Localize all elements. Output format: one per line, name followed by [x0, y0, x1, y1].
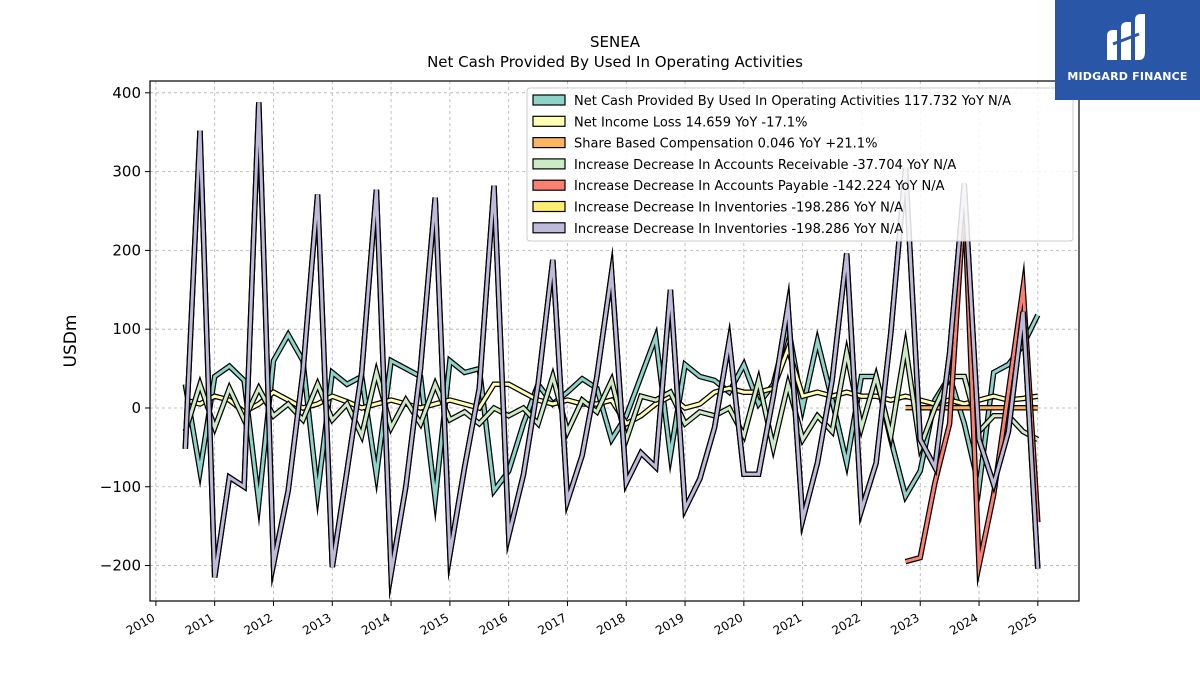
legend-swatch — [532, 222, 566, 234]
series-line-7 — [182, 102, 1041, 601]
plot-frame — [149, 80, 1080, 602]
brand-name: MIDGARD FINANCE — [1067, 70, 1188, 83]
legend: Net Cash Provided By Used In Operating A… — [526, 87, 1074, 242]
legend-swatch — [532, 179, 566, 191]
legend-item: Increase Decrease In Inventories -198.28… — [532, 200, 903, 216]
legend-label: Share Based Compensation 0.046 YoY +21.1… — [574, 137, 877, 152]
legend-item: Increase Decrease In Accounts Payable -1… — [532, 179, 945, 194]
legend-swatch — [532, 137, 566, 149]
series-line-5 — [904, 199, 1041, 588]
legend-swatch — [532, 115, 566, 127]
legend-box — [526, 87, 1074, 242]
y-tick-label: 200 — [112, 241, 141, 259]
series-group — [182, 102, 1041, 601]
legend-item: Increase Decrease In Accounts Receivable… — [532, 158, 956, 173]
legend-label: Net Income Loss 14.659 YoY -17.1% — [574, 115, 807, 130]
legend-swatch — [532, 94, 566, 106]
y-tick-label: 0 — [131, 399, 141, 417]
y-tick-label: −100 — [100, 478, 141, 496]
y-axis-label: USDm — [61, 315, 81, 368]
legend-item: Increase Decrease In Inventories -198.28… — [532, 222, 903, 237]
brand-logo: MIDGARD FINANCE — [1055, 0, 1200, 100]
legend-label: Increase Decrease In Accounts Payable -1… — [574, 179, 945, 194]
legend-swatch — [532, 158, 566, 170]
midgard-logo-icon — [1107, 14, 1145, 60]
y-tick-label: −200 — [100, 557, 141, 575]
legend-item: Net Income Loss 14.659 YoY -17.1% — [532, 115, 807, 130]
legend-item: Share Based Compensation 0.046 YoY +21.1… — [532, 137, 877, 152]
legend-label: Increase Decrease In Inventories -198.28… — [574, 222, 903, 237]
series-line-stroke — [905, 199, 1040, 578]
legend-label: Net Cash Provided By Used In Operating A… — [574, 94, 1011, 109]
y-axis: −200 −100 0 100 200 300 400 — [100, 84, 150, 575]
legend-swatch — [532, 200, 566, 213]
y-tick-label: 100 — [112, 320, 141, 338]
legend-item: Net Cash Provided By Used In Operating A… — [532, 94, 1011, 109]
legend-label: Increase Decrease In Inventories -198.28… — [574, 201, 903, 216]
legend-label: Increase Decrease In Accounts Receivable… — [574, 158, 956, 173]
chart-subtitle: Net Cash Provided By Used In Operating A… — [427, 53, 803, 71]
y-tick-label: 300 — [112, 163, 141, 181]
series-line-stroke — [183, 102, 1040, 588]
y-tick-label: 400 — [112, 84, 141, 102]
chart-title: SENEA — [590, 33, 641, 51]
